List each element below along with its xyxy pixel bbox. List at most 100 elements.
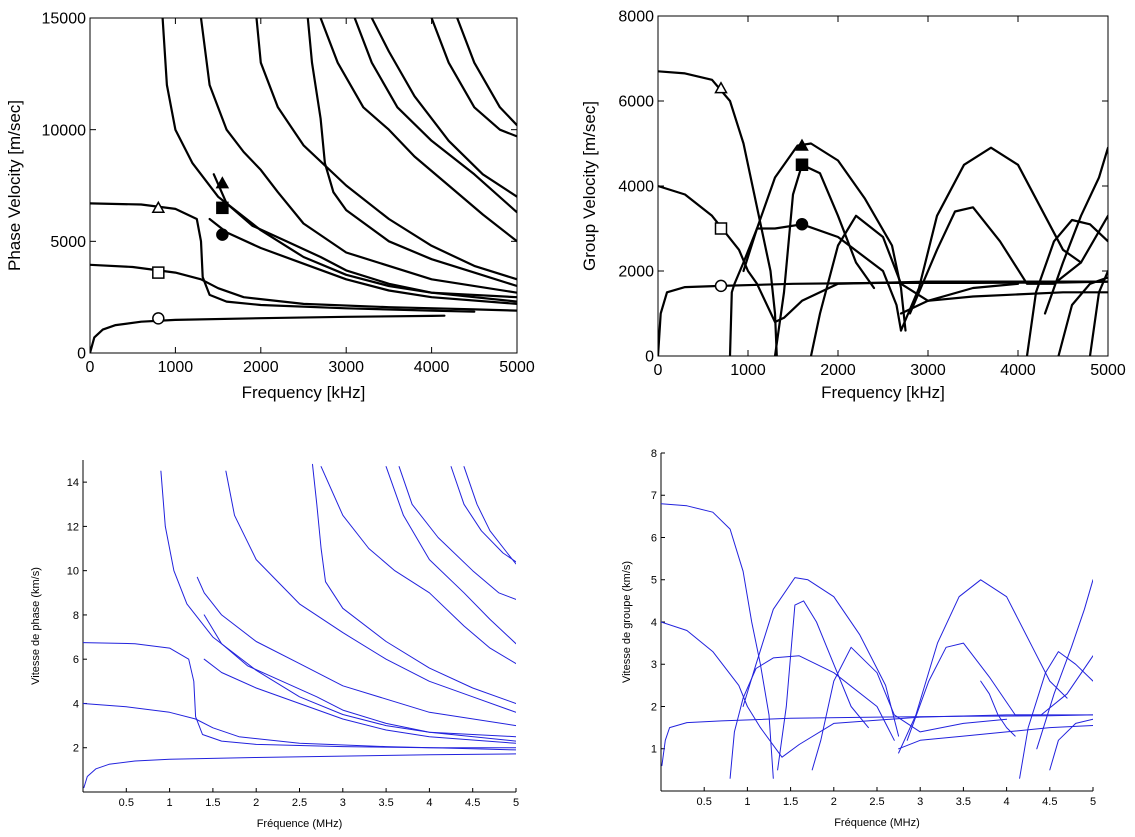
x-tick-label: 4000 <box>1000 362 1036 379</box>
series-line-7 <box>809 214 1020 356</box>
x-tick-label: 5 <box>513 797 519 809</box>
x-tick-label: 3 <box>917 796 923 808</box>
y-tick-label: 4000 <box>618 179 654 196</box>
series-line-12 <box>899 291 1108 315</box>
y-tick-label: 7 <box>651 490 657 502</box>
phase-velocity-plot: 0 1000 2000 3000 4000 5000 0 5000 10000 15000 Freq… <box>5 11 535 402</box>
x-tick-label: 0.5 <box>119 797 134 809</box>
series-line-3 <box>83 642 516 749</box>
y-tick-label: 12 <box>67 521 79 533</box>
y-tick-label: 10 <box>67 566 79 578</box>
x-tick-label: 2 <box>253 797 259 809</box>
series-line-4 <box>742 577 900 737</box>
series-line-5 <box>728 223 903 356</box>
group-velocity-plot: 0 1000 2000 3000 4000 5000 0 2000 4000 6000 8000 Fr… <box>580 9 1126 402</box>
vitesse-groupe-plot: 0.5 1 1.5 2 2.5 3 3.5 4 4.5 5 1 2 3 4 5 6 7 8 Fréquence (M… <box>621 448 1096 829</box>
series-line-6 <box>208 217 517 305</box>
series-line-6 <box>773 163 876 356</box>
vitesse-groupe-chart: 0.5 1 1.5 2 2.5 3 3.5 4 4.5 5 1 2 3 4 5 6 7 8 Fréquence (M… <box>570 440 1135 832</box>
vitesse-phase-chart: 0.5 1 1.5 2 2.5 3 3.5 4 4.5 5 2 4 6 8 10 12 14 Fréquence … <box>0 445 560 832</box>
square-marker-2 <box>152 266 165 279</box>
y-axis-label: Vitesse de groupe (km/s) <box>621 561 633 683</box>
x-tick-label: 0 <box>86 359 95 376</box>
x-tick-label: 1 <box>744 796 750 808</box>
series-line-12 <box>898 725 1093 750</box>
series-line-1 <box>658 70 778 356</box>
triangle-marker-4 <box>215 176 230 189</box>
x-axis-label: Frequency [kHz] <box>242 383 366 402</box>
series-line-11 <box>353 18 517 214</box>
x-tick-label: 2000 <box>243 359 279 376</box>
x-tick-label: 1000 <box>158 359 194 376</box>
vitesse-phase-plot: 0.5 1 1.5 2 2.5 3 3.5 4 4.5 5 2 4 6 8 10 12 14 Fréquence … <box>30 460 519 830</box>
y-tick-label: 8000 <box>618 9 654 26</box>
x-tick-label: 0 <box>654 362 663 379</box>
series-line-8 <box>899 146 1083 332</box>
series-line-11 <box>1036 579 1093 750</box>
series-line-10 <box>320 466 516 665</box>
series-line-13 <box>450 466 516 563</box>
y-axis-label: Phase Velocity [m/sec] <box>5 100 24 271</box>
y-tick-label: 6000 <box>618 94 654 111</box>
circle-marker-3 <box>152 312 165 325</box>
y-tick-label: 14 <box>67 477 79 489</box>
y-tick-label: 4 <box>651 617 657 629</box>
series-line-8 <box>225 470 516 713</box>
triangle-marker-4 <box>795 138 809 151</box>
series-line-10 <box>1025 218 1108 356</box>
y-tick-label: 1 <box>651 744 657 756</box>
series-line-7 <box>811 646 1008 771</box>
y-tick-label: 3 <box>651 659 657 671</box>
series-line-4 <box>161 18 517 299</box>
x-tick-label: 5000 <box>499 359 535 376</box>
x-tick-label: 0.5 <box>697 796 712 808</box>
series-line-4 <box>160 470 516 738</box>
circle-marker-3 <box>714 279 728 293</box>
x-tick-label: 2.5 <box>869 796 884 808</box>
series-line-2 <box>661 714 1093 767</box>
x-tick-label: 4000 <box>414 359 450 376</box>
series-line-12 <box>398 466 516 600</box>
square-marker-5 <box>795 158 809 171</box>
circle-marker-6 <box>216 228 229 241</box>
series-group <box>90 18 517 353</box>
y-tick-label: 6 <box>73 654 79 666</box>
series-line-4 <box>742 142 907 332</box>
square-marker-5 <box>216 201 229 215</box>
y-tick-label: 2000 <box>618 264 654 281</box>
series-line-12 <box>370 18 517 198</box>
series-group <box>661 503 1093 779</box>
y-tick-label: 15000 <box>42 11 87 28</box>
series-line-3 <box>661 621 1093 758</box>
series-line-9 <box>306 18 517 288</box>
y-tick-label: 0 <box>645 349 654 366</box>
phase-velocity-chart: 0 1000 2000 3000 4000 5000 0 5000 10000 15000 Freq… <box>0 0 560 415</box>
plot-frame <box>89 17 518 354</box>
series-line-7 <box>196 576 516 727</box>
y-axis-label: Group Velocity [m/sec] <box>580 101 599 271</box>
series-line-11 <box>1043 146 1108 315</box>
series-line-6 <box>203 658 516 744</box>
series-line-13 <box>430 18 517 138</box>
series-line-14 <box>1049 718 1093 771</box>
group-velocity-chart: 0 1000 2000 3000 4000 5000 0 2000 4000 6000 8000 Fr… <box>575 0 1135 415</box>
series-line-5 <box>212 173 517 303</box>
y-tick-label: 0 <box>77 346 86 363</box>
x-tick-label: 5000 <box>1090 362 1126 379</box>
x-tick-label: 4 <box>426 797 432 809</box>
circle-marker-6 <box>795 218 809 231</box>
square-marker-2 <box>714 222 728 235</box>
x-tick-label: 1 <box>167 797 173 809</box>
y-tick-label: 8 <box>73 610 79 622</box>
x-tick-label: 3000 <box>910 362 946 379</box>
y-tick-label: 10000 <box>42 122 87 139</box>
x-tick-label: 3.5 <box>378 797 393 809</box>
series-line-1 <box>661 503 774 779</box>
x-axis-label: Fréquence (MHz) <box>257 818 343 830</box>
x-tick-label: 4.5 <box>465 797 480 809</box>
plot-frame <box>657 15 1109 357</box>
triangle-marker-1 <box>151 200 166 213</box>
y-tick-label: 4 <box>73 698 79 710</box>
series-line-5 <box>203 614 516 742</box>
series-line-10 <box>1019 651 1093 779</box>
